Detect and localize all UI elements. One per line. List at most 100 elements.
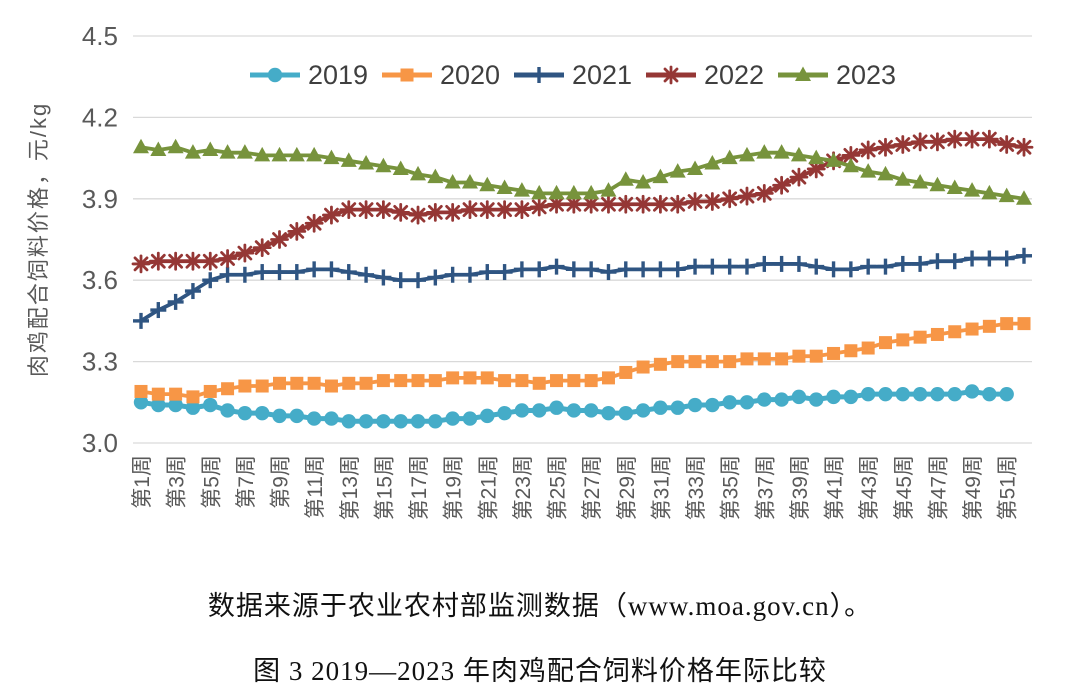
square-marker xyxy=(619,365,633,379)
square-marker xyxy=(723,355,737,369)
triangle-marker xyxy=(790,146,807,162)
triangle-marker xyxy=(288,146,305,162)
triangle-marker xyxy=(548,184,565,200)
asterisk-marker xyxy=(306,215,322,231)
triangle-marker xyxy=(133,138,149,154)
square-marker xyxy=(757,352,771,366)
square-marker xyxy=(238,379,252,393)
square-marker xyxy=(186,390,200,404)
triangle-marker xyxy=(929,176,946,192)
x-tick-label: 第9周 xyxy=(270,455,293,509)
x-tick-label: 第7周 xyxy=(235,455,258,509)
x-tick-label: 第37周 xyxy=(754,455,777,520)
square-marker xyxy=(896,333,910,347)
asterisk-marker xyxy=(756,185,772,201)
x-tick-label: 第19周 xyxy=(443,455,466,520)
asterisk-marker xyxy=(583,196,599,212)
x-tick-label: 第27周 xyxy=(581,455,604,520)
series-2021 xyxy=(133,247,1032,329)
legend-label: 2020 xyxy=(440,60,500,90)
asterisk-marker xyxy=(722,191,738,207)
circle-marker xyxy=(722,395,737,410)
series-2019 xyxy=(133,384,1014,429)
triangle-marker xyxy=(531,184,548,200)
triangle-marker xyxy=(635,174,652,189)
series-2022 xyxy=(131,129,1034,274)
triangle-marker xyxy=(825,152,842,167)
asterisk-marker xyxy=(999,137,1015,152)
asterisk-marker xyxy=(739,188,755,204)
square-marker xyxy=(965,322,979,336)
asterisk-marker xyxy=(947,131,963,147)
triangle-marker xyxy=(773,144,790,159)
asterisk-marker xyxy=(514,202,530,218)
asterisk-marker xyxy=(808,161,824,177)
square-marker xyxy=(376,374,390,388)
circle-marker xyxy=(514,403,530,418)
legend-label: 2021 xyxy=(572,60,632,90)
asterisk-marker xyxy=(185,253,201,269)
circle-marker xyxy=(497,405,512,421)
circle-marker xyxy=(999,386,1014,402)
triangle-marker xyxy=(167,138,184,154)
asterisk-marker xyxy=(272,232,287,247)
asterisk-marker xyxy=(930,134,945,150)
triangle-marker xyxy=(219,144,236,159)
square-marker xyxy=(878,336,892,350)
x-tick-label: 第5周 xyxy=(200,455,223,509)
x-tick-label: 第3周 xyxy=(166,455,189,509)
y-tick-label: 4.2 xyxy=(82,102,118,132)
circle-marker xyxy=(912,386,928,402)
square-marker xyxy=(948,325,962,339)
asterisk-marker xyxy=(445,204,461,220)
x-tick-label: 第13周 xyxy=(339,455,362,520)
circle-marker xyxy=(480,408,495,424)
circle-marker xyxy=(254,405,270,421)
triangle-marker xyxy=(617,171,634,186)
square-marker xyxy=(567,374,581,388)
square-marker xyxy=(428,374,442,388)
circle-marker xyxy=(843,389,859,405)
legend-label: 2022 xyxy=(704,60,764,90)
asterisk-marker xyxy=(981,131,997,147)
square-marker xyxy=(584,374,598,388)
y-tick-label: 3.9 xyxy=(82,184,118,214)
asterisk-marker xyxy=(324,207,339,223)
square-marker xyxy=(342,376,356,390)
circle-marker xyxy=(358,414,374,429)
circle-marker xyxy=(635,403,651,418)
circle-marker xyxy=(739,395,755,410)
series-2023 xyxy=(133,138,1032,205)
triangle-marker xyxy=(271,146,288,162)
circle-marker xyxy=(757,392,772,407)
asterisk-marker xyxy=(878,139,893,155)
circle-marker xyxy=(618,405,633,421)
triangle-marker xyxy=(1016,190,1032,205)
x-tick-label: 第51周 xyxy=(997,455,1020,520)
circle-marker xyxy=(306,411,322,426)
square-marker xyxy=(498,374,512,388)
square-marker xyxy=(532,376,546,390)
circle-marker xyxy=(445,411,460,426)
square-marker xyxy=(324,379,338,393)
triangle-marker xyxy=(721,149,738,165)
x-tick-label: 第25周 xyxy=(547,455,570,520)
circle-marker xyxy=(791,389,807,405)
x-tick-label: 第39周 xyxy=(789,455,812,520)
triangle-marker xyxy=(202,141,219,156)
x-tick-label: 第45周 xyxy=(893,455,916,520)
circle-marker xyxy=(324,411,339,426)
asterisk-marker xyxy=(479,202,495,218)
circle-marker xyxy=(670,400,685,415)
triangle-marker xyxy=(600,182,617,197)
square-marker xyxy=(307,376,321,390)
x-tick-label: 第29周 xyxy=(616,455,639,520)
x-tick-label: 第1周 xyxy=(131,455,154,509)
square-marker xyxy=(705,355,719,369)
asterisk-marker xyxy=(393,204,409,220)
square-marker xyxy=(400,68,414,82)
circle-marker xyxy=(410,414,426,429)
asterisk-marker xyxy=(601,196,616,212)
square-marker xyxy=(411,374,425,388)
triangle-marker xyxy=(513,182,530,197)
